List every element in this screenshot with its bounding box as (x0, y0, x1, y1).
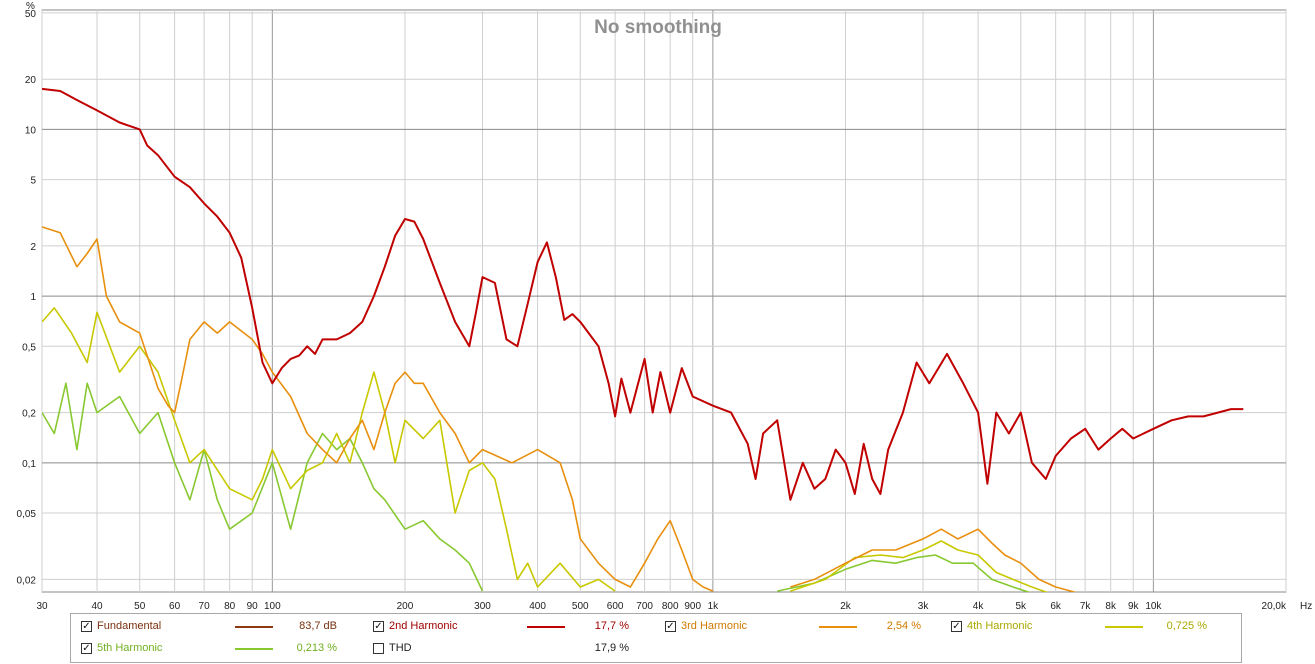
x-tick-label: 2k (840, 601, 852, 612)
y-tick-label: 0,05 (17, 509, 37, 520)
y-axis-unit: % (26, 1, 35, 12)
x-axis-unit: Hz (1300, 601, 1312, 612)
series-line-5th-harmonic (42, 382, 484, 592)
legend-swatch-4th-harmonic (1105, 626, 1143, 628)
x-tick-label: 300 (474, 601, 491, 612)
legend-checkbox-5th-harmonic[interactable]: ✓ (81, 643, 92, 654)
x-tick-label: 30 (36, 601, 48, 612)
x-tick-label: 80 (224, 601, 236, 612)
y-axis-ticks: 50 20 10 5 2 1 0,5 0,2 0,1 0,05 0,02 (17, 9, 37, 587)
y-tick-label: 50 (25, 9, 37, 20)
y-tick-label: 0,2 (22, 409, 36, 420)
distortion-chart: 30 40 50 60 70 80 90 100 200 300 400 500 600 700 800 90… (17, 1, 1313, 612)
y-tick-label: 10 (25, 125, 37, 136)
y-tick-label: 1 (30, 292, 36, 303)
series-line-2nd-harmonic (42, 87, 1244, 501)
x-tick-label: 90 (247, 601, 259, 612)
x-tick-label: 400 (529, 601, 546, 612)
chart-grid (41, 9, 1287, 593)
x-tick-label: 40 (91, 601, 103, 612)
legend-checkbox-thd[interactable] (373, 643, 384, 654)
legend-swatch-5th-harmonic (235, 648, 273, 650)
x-tick-label: 200 (397, 601, 414, 612)
legend-value-thd: 17,9 % (594, 642, 629, 654)
chart-series (42, 87, 1244, 592)
x-tick-label: 8k (1105, 601, 1117, 612)
x-tick-label: 3k (918, 601, 930, 612)
legend-value-3rd-harmonic: 2,54 % (886, 620, 921, 632)
series-line-3rd-harmonic (42, 226, 714, 592)
plot-area (41, 9, 1287, 593)
x-tick-label: 7k (1080, 601, 1092, 612)
x-tick-label: 5k (1015, 601, 1027, 612)
chart-legend: ✓ Fundamental 83,7 dB ✓ 2nd Harmonic 17,7 % ✓ 3… (70, 613, 1242, 663)
x-tick-label: 500 (572, 601, 589, 612)
x-tick-label: 9k (1128, 601, 1140, 612)
legend-label-3rd-harmonic: 3rd Harmonic (681, 620, 748, 632)
legend-value-2nd-harmonic: 17,7 % (594, 620, 629, 632)
x-tick-label: 50 (134, 601, 146, 612)
x-tick-label: 600 (607, 601, 624, 612)
chart-title: No smoothing (594, 17, 722, 38)
series-line-hf-5th (777, 554, 1031, 592)
x-tick-label: 800 (662, 601, 679, 612)
legend-checkbox-fundamental[interactable]: ✓ (81, 621, 92, 632)
x-tick-label: 20,0k (1262, 601, 1287, 612)
legend-value-4th-harmonic: 0,725 % (1166, 620, 1207, 632)
legend-swatch-fundamental (235, 626, 273, 628)
legend-checkbox-4th-harmonic[interactable]: ✓ (951, 621, 962, 632)
legend-label-thd: THD (389, 642, 412, 654)
y-tick-label: 0,02 (17, 575, 37, 586)
x-tick-label: 700 (636, 601, 653, 612)
legend-label-2nd-harmonic: 2nd Harmonic (389, 620, 458, 632)
x-tick-label: 10k (1145, 601, 1162, 612)
legend-label-4th-harmonic: 4th Harmonic (967, 620, 1033, 632)
series-line-hf-3rd (790, 528, 1077, 592)
x-tick-label: 70 (199, 601, 211, 612)
legend-value-5th-harmonic: 0,213 % (296, 642, 337, 654)
y-tick-label: 0,5 (22, 342, 36, 353)
legend-swatch-2nd-harmonic (527, 626, 565, 628)
legend-checkbox-2nd-harmonic[interactable]: ✓ (373, 621, 384, 632)
series-line-hf-4th (790, 540, 1049, 592)
x-tick-label: 4k (973, 601, 985, 612)
x-tick-label: 1k (708, 601, 720, 612)
legend-value-fundamental: 83,7 dB (299, 620, 337, 632)
x-axis-ticks: 30 40 50 60 70 80 90 100 200 300 400 500 600 700 800 90… (36, 601, 1287, 612)
legend-checkbox-3rd-harmonic[interactable]: ✓ (665, 621, 676, 632)
legend-label-fundamental: Fundamental (97, 620, 162, 632)
x-tick-label: 60 (169, 601, 181, 612)
x-tick-label: 100 (264, 601, 281, 612)
x-tick-label: 6k (1050, 601, 1062, 612)
x-tick-label: 900 (684, 601, 701, 612)
legend-swatch-3rd-harmonic (819, 626, 857, 628)
y-tick-label: 5 (30, 176, 36, 187)
y-tick-label: 2 (30, 242, 36, 253)
y-tick-label: 0,1 (22, 459, 36, 470)
series-line-4th-harmonic (42, 307, 616, 592)
y-tick-label: 20 (25, 75, 37, 86)
legend-label-5th-harmonic: 5th Harmonic (97, 642, 163, 654)
